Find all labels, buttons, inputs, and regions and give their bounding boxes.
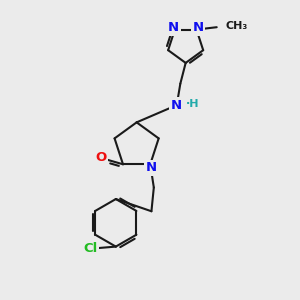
Text: N: N [168, 21, 179, 34]
Text: N: N [171, 99, 182, 112]
Text: O: O [95, 151, 106, 164]
Text: N: N [192, 21, 203, 34]
Text: ·H: ·H [186, 99, 199, 109]
Text: CH₃: CH₃ [225, 21, 247, 31]
Text: N: N [146, 161, 157, 174]
Text: Cl: Cl [83, 242, 98, 255]
